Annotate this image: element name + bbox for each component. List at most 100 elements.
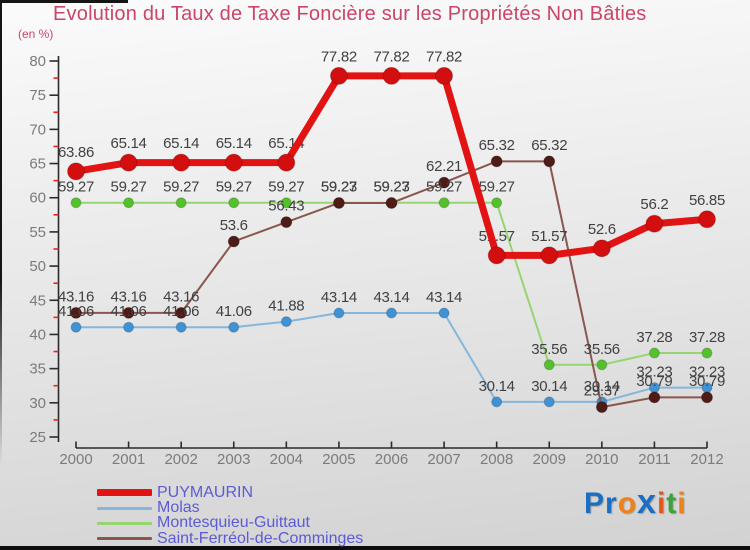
chart-legend: PUYMAURIN Molas Montesquieu-Guittaut Sai… <box>97 483 364 547</box>
svg-text:30: 30 <box>29 395 46 412</box>
legend-item-puymaurin: PUYMAURIN <box>97 483 363 501</box>
chart-title: Evolution du Taux de Taxe Foncière sur l… <box>53 3 647 25</box>
legend-label-saint-ferreol-de-comminges: Saint-Ferréol-de-Comminges <box>157 529 364 547</box>
svg-text:45: 45 <box>29 292 46 309</box>
svg-text:59.27: 59.27 <box>163 179 199 196</box>
svg-text:56.85: 56.85 <box>689 192 725 209</box>
svg-text:77.82: 77.82 <box>373 48 409 65</box>
series-PUYMAURIN <box>67 66 716 265</box>
svg-text:2012: 2012 <box>690 451 723 468</box>
svg-text:70: 70 <box>29 121 46 138</box>
svg-text:59.27: 59.27 <box>216 179 252 196</box>
svg-text:59.23: 59.23 <box>321 178 357 195</box>
logo-letter: r <box>605 487 618 520</box>
svg-text:30.14: 30.14 <box>531 378 567 395</box>
svg-text:37.28: 37.28 <box>689 329 725 346</box>
svg-text:65.32: 65.32 <box>531 137 567 154</box>
svg-text:43.14: 43.14 <box>373 289 409 306</box>
legend-swatch-montesquieu-guittaut <box>97 521 152 525</box>
legend-label-puymaurin: PUYMAURIN <box>157 483 254 501</box>
svg-text:43.16: 43.16 <box>111 288 147 305</box>
svg-text:2009: 2009 <box>533 451 566 468</box>
svg-text:2001: 2001 <box>112 451 145 468</box>
logo-letter: t <box>666 487 678 520</box>
legend-label-molas: Molas <box>157 499 200 517</box>
svg-text:60: 60 <box>29 190 46 207</box>
legend-label-montesquieu-guittaut: Montesquieu-Guittaut <box>157 514 310 532</box>
svg-text:2004: 2004 <box>270 451 303 468</box>
svg-text:41.06: 41.06 <box>58 303 94 320</box>
svg-text:65.32: 65.32 <box>479 137 515 154</box>
svg-text:2005: 2005 <box>322 451 355 468</box>
svg-text:43.16: 43.16 <box>163 288 199 305</box>
svg-text:62.21: 62.21 <box>426 158 462 175</box>
svg-text:56.2: 56.2 <box>640 196 668 213</box>
svg-text:65.14: 65.14 <box>163 135 199 152</box>
svg-text:80: 80 <box>29 53 46 70</box>
svg-text:51.57: 51.57 <box>479 228 515 245</box>
svg-text:50: 50 <box>29 258 46 275</box>
border-artifact-left <box>0 0 2 466</box>
svg-text:2007: 2007 <box>427 451 460 468</box>
border-artifact-top <box>0 0 128 3</box>
svg-text:63.86: 63.86 <box>58 144 94 161</box>
svg-text:59.27: 59.27 <box>373 179 409 196</box>
svg-text:30.14: 30.14 <box>584 378 620 395</box>
svg-text:40: 40 <box>29 326 46 343</box>
logo-letter: o <box>617 487 638 520</box>
svg-text:77.82: 77.82 <box>426 48 462 65</box>
svg-text:2000: 2000 <box>59 451 92 468</box>
legend-swatch-saint-ferreol-de-comminges <box>97 537 152 541</box>
series-labels-Montesquieu-Guittaut: 59.27 59.27 59.27 59.27 59.27 59.27 59.27 59.27… <box>58 179 725 358</box>
svg-text:30.14: 30.14 <box>479 378 515 395</box>
svg-text:59.27: 59.27 <box>321 179 357 196</box>
svg-text:55: 55 <box>29 224 46 241</box>
svg-text:59.27: 59.27 <box>426 179 462 196</box>
svg-text:59.27: 59.27 <box>479 179 515 196</box>
svg-text:29.37: 29.37 <box>584 383 620 400</box>
svg-text:56.43: 56.43 <box>268 198 304 215</box>
svg-text:30.79: 30.79 <box>689 373 725 390</box>
svg-text:41.06: 41.06 <box>216 303 252 320</box>
svg-text:77.82: 77.82 <box>321 48 357 65</box>
svg-text:65.14: 65.14 <box>111 135 147 152</box>
svg-text:35: 35 <box>29 361 46 378</box>
border-artifact-bottom <box>0 546 750 550</box>
chart-canvas: 25 30 35 40 45 50 55 60 65 70 75 80 2000 2001 2002 2003… <box>29 48 725 468</box>
svg-text:43.14: 43.14 <box>321 289 357 306</box>
svg-text:2003: 2003 <box>217 451 250 468</box>
chart-subtitle: (en %) <box>18 27 54 41</box>
svg-text:25: 25 <box>29 429 46 446</box>
svg-text:65.14: 65.14 <box>216 135 252 152</box>
svg-text:32.23: 32.23 <box>689 364 725 381</box>
svg-text:43.16: 43.16 <box>58 288 94 305</box>
svg-text:41.06: 41.06 <box>163 303 199 320</box>
series-labels-Saint-Ferréol-de-Comminges: 43.16 43.16 43.16 53.6 56.43 59.23 59.23 62.21 6… <box>58 137 725 400</box>
legend-item-saint-ferreol-de-comminges: Saint-Ferréol-de-Comminges <box>97 529 364 547</box>
axes: 25 30 35 40 45 50 55 60 65 70 75 80 2000 2001 2002 2003… <box>29 53 723 468</box>
svg-text:43.14: 43.14 <box>426 289 462 306</box>
legend-item-molas: Molas <box>97 499 363 517</box>
svg-text:51.57: 51.57 <box>531 228 567 245</box>
legend-swatch-molas <box>97 506 152 510</box>
svg-text:59.27: 59.27 <box>268 179 304 196</box>
proxiti-logo[interactable]: Proxiti <box>584 483 687 522</box>
legend-swatch-puymaurin <box>97 489 152 497</box>
svg-text:2002: 2002 <box>164 451 197 468</box>
svg-text:59.27: 59.27 <box>58 179 94 196</box>
logo-letter: i <box>677 487 687 520</box>
svg-text:53.6: 53.6 <box>220 217 248 234</box>
legend-item-montesquieu-guittaut: Montesquieu-Guittaut <box>97 514 363 532</box>
logo-letter: P <box>584 487 606 520</box>
svg-text:37.28: 37.28 <box>636 329 672 346</box>
svg-text:52.6: 52.6 <box>588 221 616 238</box>
svg-text:65: 65 <box>29 156 46 173</box>
svg-text:35.56: 35.56 <box>531 341 567 358</box>
series-labels-Molas: 41.06 41.06 41.06 41.06 41.88 43.14 43.14 43.14… <box>58 289 725 395</box>
svg-text:32.23: 32.23 <box>636 364 672 381</box>
series-Saint-Ferréol-de-Comminges <box>70 155 713 414</box>
svg-text:75: 75 <box>29 87 46 104</box>
svg-text:2006: 2006 <box>375 451 408 468</box>
svg-text:35.56: 35.56 <box>584 341 620 358</box>
